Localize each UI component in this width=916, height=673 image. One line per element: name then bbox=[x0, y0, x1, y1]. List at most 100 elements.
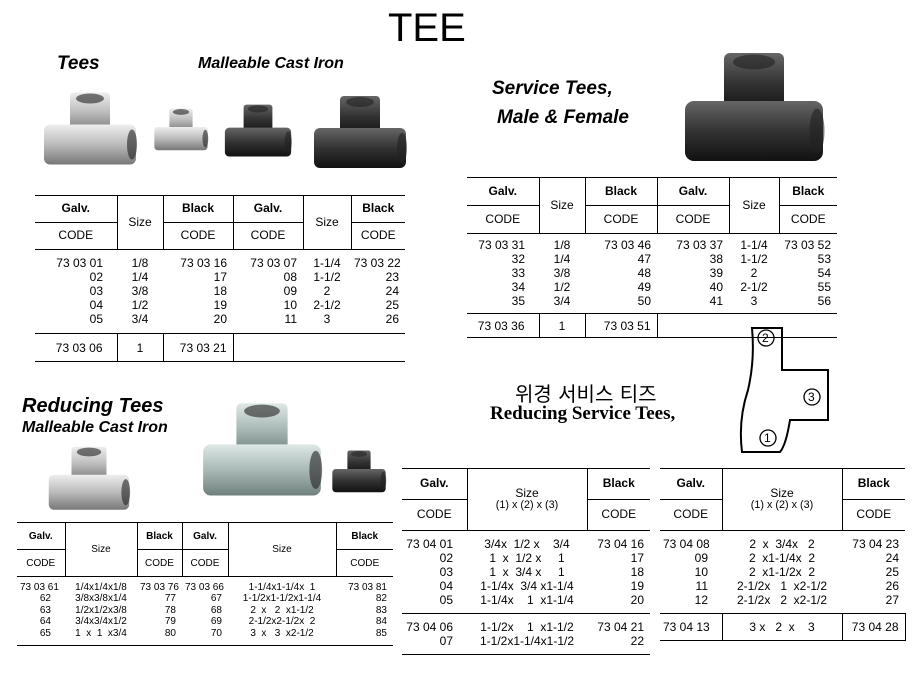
header-text: Size bbox=[128, 214, 152, 229]
table-cell: 73 03 06 bbox=[55, 340, 103, 355]
table-cell: 54 bbox=[817, 265, 831, 280]
header-row: Galv. Size Black Galv. Size Black bbox=[35, 195, 405, 250]
table-cell: 56 bbox=[817, 293, 831, 308]
table-cell: 1-1/4x1-1/4x 1 bbox=[248, 582, 316, 593]
header-text: Black bbox=[146, 530, 173, 542]
table-row: 73 04 01 3/4x 1/2 x 3/4 73 04 16 bbox=[402, 531, 650, 551]
table-cell: 08 bbox=[283, 269, 297, 284]
table-cell: 3 bbox=[750, 293, 758, 308]
table-cell: 1/8 bbox=[553, 237, 571, 252]
table-cell: 78 bbox=[164, 604, 176, 616]
page-title: TEE bbox=[388, 6, 466, 50]
column-subheader: CODE bbox=[335, 549, 393, 577]
table-cell: 41 bbox=[709, 293, 723, 308]
header-note: (1) x (2) x (3) bbox=[750, 499, 814, 512]
table-cell: 63 bbox=[39, 604, 51, 616]
column-header: Black bbox=[350, 195, 405, 223]
section-subtitle: Malleable Cast Iron bbox=[198, 55, 344, 72]
column-header: Size (1) x (2) x (3) bbox=[721, 468, 842, 531]
header-text: Size bbox=[770, 485, 794, 500]
table-row: 73 04 08 2 x 3/4x 2 73 04 23 bbox=[660, 531, 905, 551]
table-cell: 17 bbox=[213, 269, 227, 284]
table-cell: 12 bbox=[694, 592, 708, 607]
table-cell: 1 bbox=[538, 313, 585, 338]
header-note: (1) x (2) x (3) bbox=[495, 499, 559, 512]
table-row: 35 3/4 50 41 3 56 bbox=[467, 294, 837, 314]
table-header: Galv. Size (1) x (2) x (3) Black CODE CODE bbox=[402, 468, 650, 531]
header-row: Galv. Size (1) x (2) x (3) Black bbox=[402, 468, 650, 531]
column-subheader: CODE bbox=[17, 549, 65, 577]
table-cell: 03 bbox=[439, 564, 453, 579]
section-title: Service Tees, bbox=[492, 78, 613, 99]
header-text: Size bbox=[315, 214, 339, 229]
column-header: Galv. bbox=[402, 468, 467, 500]
column-subheader: CODE bbox=[586, 499, 650, 531]
table-cell: 1-1/2x 1 x1-1/2 bbox=[480, 619, 574, 634]
table-cell: 79 bbox=[164, 616, 176, 628]
table-row: 05 1-1/4x 1 x1-1/4 20 bbox=[402, 593, 650, 614]
table-cell: 18 bbox=[630, 564, 644, 579]
table-cell: 39 bbox=[709, 265, 723, 280]
table-row: 05 3/4 20 11 3 26 bbox=[35, 312, 405, 334]
column-subheader: CODE bbox=[778, 205, 837, 234]
table-cell: 3/4x 1/2 x 3/4 bbox=[484, 536, 570, 551]
table-cell: 73 03 81 bbox=[348, 582, 387, 593]
table-cell: 82 bbox=[375, 593, 387, 605]
table-cell: 50 bbox=[637, 293, 651, 308]
table-cell: 73 04 21 bbox=[597, 619, 644, 634]
table-cell: 73 04 28 bbox=[841, 613, 906, 641]
header-row: CODE CODE CODE CODE bbox=[467, 205, 837, 234]
table-cell: 69 bbox=[210, 616, 222, 628]
table-cell: 53 bbox=[817, 251, 831, 266]
table-cell: 73 03 37 bbox=[676, 237, 723, 252]
table-cell: 67 bbox=[210, 593, 222, 605]
header-text: Black bbox=[362, 201, 395, 216]
code-table: Galv. Size Black Galv. Size Black CODE CODE CODE… bbox=[17, 522, 393, 646]
header-row: CODE CODE bbox=[402, 499, 650, 531]
table: Galv. Size Black Galv. Size Black CODE CODE CODE… bbox=[17, 522, 393, 646]
table-cell: 73 04 23 bbox=[852, 536, 899, 551]
table-row: 34 1/2 49 40 2-1/2 55 bbox=[467, 280, 837, 294]
table-cell: 02 bbox=[439, 550, 453, 565]
table-cell: 26 bbox=[385, 311, 399, 326]
column-header: Size bbox=[728, 177, 779, 234]
section-subtitle: Male & Female bbox=[497, 107, 629, 128]
table-cell: 3/8x3/8x1/4 bbox=[75, 593, 127, 605]
table-cell: 80 bbox=[164, 627, 176, 639]
column-header: Galv. bbox=[35, 195, 117, 223]
table-cell: 11 bbox=[695, 578, 708, 593]
column-subheader: CODE bbox=[181, 549, 228, 577]
table-cell: 1 bbox=[116, 333, 163, 362]
header-text: Black bbox=[602, 476, 635, 491]
header-text: Size bbox=[91, 544, 111, 555]
header-text: Size bbox=[272, 544, 292, 555]
table-cell: 68 bbox=[210, 604, 222, 616]
table-row: 11 2-1/2x 1 x2-1/2 26 bbox=[660, 579, 905, 593]
table-cell: 1/2 bbox=[553, 279, 571, 294]
table-cell: 3 bbox=[323, 311, 331, 326]
table-cell: 1-1/2x1-1/4x1-1/2 bbox=[479, 633, 575, 648]
table-cell: 73 04 06 bbox=[406, 619, 453, 634]
table-cell: 04 bbox=[89, 297, 103, 312]
table-cell: 25 bbox=[885, 564, 899, 579]
table-row: 73 04 13 3 x 2 x 3 73 04 28 bbox=[660, 613, 906, 641]
section-subtitle: Reducing Service Tees, bbox=[490, 403, 676, 424]
table-cell: 33 bbox=[511, 265, 525, 280]
table-row: 63 1/2x1/2x3/8 78 68 2 x 2 x1-1/2 83 bbox=[17, 605, 393, 617]
table-cell: 3/4 bbox=[131, 311, 149, 326]
column-subheader: CODE bbox=[136, 549, 182, 577]
table-row: 03 1 x 3/4 x 1 18 bbox=[402, 565, 650, 579]
table-cell: 73 03 21 bbox=[162, 333, 234, 362]
diagram-label: 3 bbox=[808, 390, 815, 404]
table-cell: 38 bbox=[709, 251, 723, 266]
header-text: Galv. bbox=[28, 530, 53, 542]
table-cell: 2 x1-1/2x 2 bbox=[748, 564, 816, 579]
table-cell: 1-1/2 bbox=[313, 269, 341, 284]
table-cell: 73 03 61 bbox=[20, 582, 59, 593]
table-cell: 3/8 bbox=[131, 283, 149, 298]
table-cell: 73 04 01 bbox=[406, 536, 453, 551]
table-cell: 85 bbox=[375, 627, 387, 639]
table-cell: 04 bbox=[439, 578, 453, 593]
header-row: CODE CODE CODE CODE bbox=[35, 222, 405, 250]
header-text: Black bbox=[792, 183, 825, 198]
